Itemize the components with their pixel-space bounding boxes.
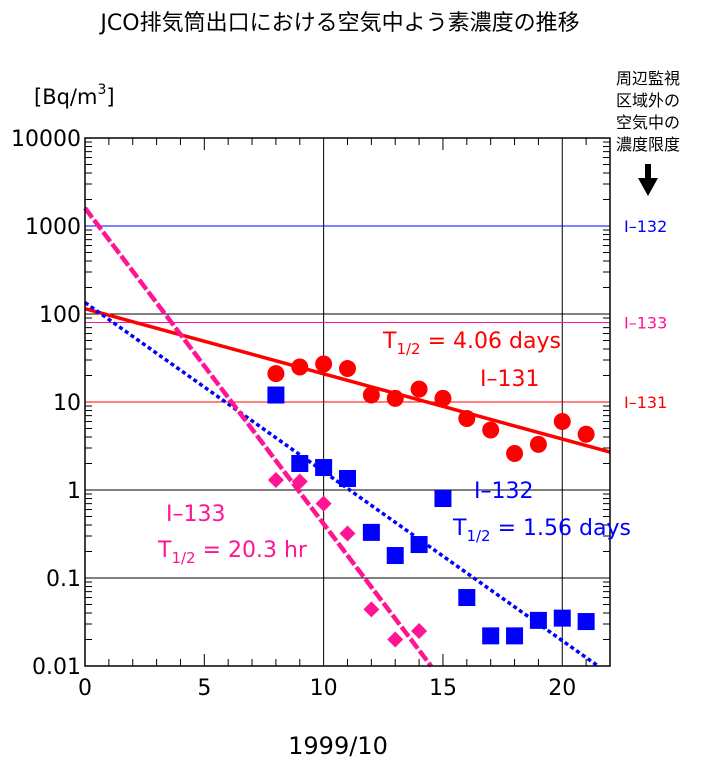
data-point: [267, 365, 285, 383]
data-point: [315, 459, 333, 477]
data-point: [577, 425, 595, 443]
y-tick-label: 0.01: [32, 655, 81, 680]
limit-caption-line: 区域外の: [616, 91, 680, 110]
x-tick-label: 10: [310, 676, 338, 701]
series-name-label: I–133: [166, 502, 225, 527]
data-point: [529, 611, 547, 629]
limit-caption-line: 空気中の: [616, 113, 680, 132]
x-tick-label: 0: [78, 676, 92, 701]
y-tick-label: 10000: [11, 127, 81, 152]
axes: [84, 137, 611, 667]
data-point: [315, 495, 332, 512]
data-point: [339, 470, 356, 488]
data-point: [291, 473, 308, 490]
fit-line: [84, 306, 611, 454]
data-point: [362, 523, 380, 541]
down-arrow-icon: [638, 164, 658, 196]
plot-frame: [84, 137, 611, 667]
limit-caption: 周辺監視 区域外の 空気中の 濃度限度: [616, 69, 680, 154]
data-point: [362, 386, 380, 404]
data-point: [506, 444, 524, 462]
fit-line: [83, 206, 433, 668]
halflife-label: T1/2 = 20.3 hr: [157, 538, 308, 567]
data-point: [267, 471, 284, 488]
data-point: [482, 421, 500, 439]
x-axis-label: 1999/10: [288, 732, 388, 760]
data-point: [553, 413, 571, 431]
y-tick-label: 1000: [25, 215, 81, 240]
data-point: [529, 435, 547, 453]
data-point: [291, 358, 309, 376]
data-points: [267, 355, 595, 648]
data-point: [339, 360, 356, 378]
limit-labels: I–132 I–133 I–131: [624, 217, 667, 412]
tick-labels: 0.01 0.1 1 10 100 1000 10000 0 5 10 15 20: [11, 127, 576, 701]
data-point: [315, 355, 333, 373]
x-tick-label: 5: [197, 676, 211, 701]
data-point: [363, 601, 380, 618]
limit-label: I–133: [624, 314, 667, 333]
data-point: [458, 589, 476, 607]
limit-caption-line: 周辺監視: [616, 69, 680, 88]
data-point: [577, 613, 595, 631]
data-point: [553, 609, 571, 627]
chart-title: JCO排気筒出口における空気中よう素濃度の推移: [98, 11, 579, 36]
data-point: [434, 389, 452, 407]
data-point: [339, 525, 356, 542]
limit-label: I–131: [624, 393, 667, 412]
data-point: [386, 389, 404, 407]
x-tick-label: 15: [429, 676, 457, 701]
data-point: [434, 490, 452, 508]
series-name-label: I–132: [474, 479, 533, 504]
limit-caption-line: 濃度限度: [616, 135, 680, 154]
data-point: [410, 380, 428, 398]
data-point: [291, 455, 309, 473]
data-point: [267, 386, 285, 404]
x-tick-label: 20: [548, 676, 576, 701]
fit-lines: [83, 206, 611, 668]
data-point: [506, 627, 524, 645]
data-point: [458, 409, 476, 427]
y-tick-label: 0.1: [46, 567, 81, 592]
data-point: [410, 536, 428, 554]
halflife-label: T1/2 = 1.56 days: [452, 516, 631, 545]
series-name-label: I–131: [480, 367, 539, 392]
y-tick-label: 100: [39, 303, 81, 328]
halflife-label: T1/2 = 4.06 days: [382, 329, 561, 358]
series-annotations: I–131 T1/2 = 4.06 days I–132 T1/2 = 1.56 da…: [157, 329, 631, 567]
data-point: [386, 547, 404, 565]
data-point: [387, 631, 404, 648]
limit-label: I–132: [624, 217, 667, 236]
data-point: [411, 622, 428, 639]
y-tick-label: 1: [67, 479, 81, 504]
y-axis-unit: [Bq/m3]: [34, 82, 115, 109]
y-tick-label: 10: [53, 391, 81, 416]
data-point: [482, 627, 500, 645]
